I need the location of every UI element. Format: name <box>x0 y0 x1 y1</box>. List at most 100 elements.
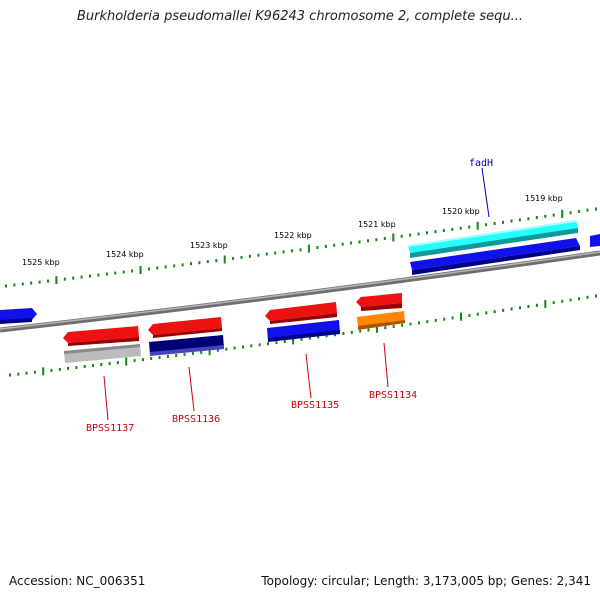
inner-ruler-tick <box>544 299 547 308</box>
inner-ruler-tick <box>595 294 597 298</box>
inner-ruler-tick <box>578 297 581 301</box>
outer-ruler-tick <box>586 208 589 212</box>
outer-ruler-tick <box>181 263 184 267</box>
inner-ruler-tick <box>359 329 362 333</box>
outer-ruler-tick <box>367 239 369 243</box>
ruler-label-1520: 1520 kbp <box>442 207 480 216</box>
inner-ruler-tick <box>267 342 269 346</box>
feature-BPSS1135-blue <box>267 320 340 342</box>
inner-ruler-tick <box>375 324 378 333</box>
inner-ruler-tick <box>175 354 178 357</box>
inner-ruler-tick <box>308 336 311 340</box>
outer-ruler-tick <box>248 254 251 258</box>
inner-ruler-tick <box>300 337 303 341</box>
inner-ruler-tick <box>200 350 203 354</box>
inner-ruler-tick <box>527 305 530 308</box>
inner-ruler-tick <box>133 359 136 363</box>
inner-ruler-tick <box>125 357 128 366</box>
inner-ruler-tick <box>586 295 589 299</box>
ruler-label-1524: 1524 kbp <box>106 250 144 259</box>
outer-ruler-tick <box>206 260 209 264</box>
inner-ruler-tick <box>67 366 70 370</box>
ruler-ticks-inner <box>9 294 597 377</box>
inner-ruler-tick <box>417 321 420 325</box>
inner-ruler-tick <box>502 308 505 312</box>
gene-label-fadH: fadH <box>469 158 493 169</box>
outer-ruler-tick <box>468 225 471 229</box>
inner-ruler-tick <box>183 352 186 356</box>
inner-ruler-tick <box>561 299 564 303</box>
inner-ruler-tick <box>233 346 236 350</box>
outer-ruler-tick <box>358 240 361 244</box>
outer-ruler-tick <box>459 226 462 230</box>
leader-BPSS1137 <box>103 375 109 421</box>
outer-ruler-tick <box>38 280 41 284</box>
outer-ruler-tick <box>72 276 75 280</box>
inner-ruler-tick <box>258 343 261 347</box>
inner-ruler-tick <box>225 347 228 351</box>
inner-ruler-tick <box>42 367 45 376</box>
outer-ruler-tick <box>409 233 412 237</box>
outer-ruler-tick <box>400 234 403 238</box>
inner-ruler-tick <box>216 348 219 352</box>
outer-ruler-tick <box>80 275 83 279</box>
outer-ruler-tick <box>114 271 117 275</box>
inner-ruler-tick <box>485 311 488 315</box>
inner-ruler-tick <box>493 310 496 314</box>
inner-ruler-tick <box>292 336 295 345</box>
outer-ruler-tick <box>190 262 192 266</box>
outer-ruler-tick <box>30 281 33 285</box>
outer-ruler-tick <box>324 244 327 248</box>
inner-ruler-tick <box>275 341 278 345</box>
outer-ruler-tick <box>265 252 268 256</box>
inner-ruler-tick <box>317 335 320 339</box>
inner-ruler-tick <box>401 323 404 327</box>
inner-ruler-tick <box>334 333 336 337</box>
inner-ruler-tick <box>468 314 471 317</box>
inner-ruler-tick <box>476 312 479 316</box>
inner-ruler-tick <box>392 325 395 328</box>
outer-ruler-tick <box>316 246 319 249</box>
genome-summary: Topology: circular; Length: 3,173,005 bp… <box>261 574 591 588</box>
inner-ruler-tick <box>92 364 94 368</box>
outer-ruler-tick <box>105 272 108 276</box>
inner-ruler-tick <box>83 365 86 368</box>
gene-label-BPSS1136: BPSS1136 <box>172 414 220 425</box>
outer-ruler-tick <box>341 242 344 246</box>
inner-ruler-tick <box>75 366 78 369</box>
inner-ruler-tick <box>150 357 153 361</box>
inner-ruler-tick <box>384 326 387 330</box>
inner-ruler-tick <box>33 370 36 374</box>
outer-ruler-tick <box>375 238 378 242</box>
outer-ruler-tick <box>282 250 285 254</box>
accession-text: Accession: NC_006351 <box>9 574 146 588</box>
inner-ruler-tick <box>569 298 572 302</box>
outer-ruler-tick <box>139 266 142 274</box>
outer-ruler-tick <box>451 227 454 231</box>
inner-ruler-tick <box>460 312 462 321</box>
inner-ruler-tick <box>58 367 61 371</box>
gene-label-BPSS1134: BPSS1134 <box>369 390 417 401</box>
outer-ruler-tick <box>527 217 530 221</box>
outer-ruler-tick <box>569 211 572 215</box>
genome-backbone <box>0 250 600 333</box>
inner-ruler-tick <box>409 322 412 326</box>
outer-ruler-tick <box>518 218 521 222</box>
inner-ruler-tick <box>242 345 244 349</box>
inner-ruler-tick <box>367 328 370 332</box>
outer-ruler-tick <box>383 237 386 241</box>
feature-BPSS1134-red <box>356 293 402 311</box>
inner-ruler-tick <box>443 317 446 321</box>
gene-label-BPSS1137: BPSS1137 <box>86 423 134 434</box>
inner-ruler-tick <box>100 363 103 367</box>
outer-ruler-tick <box>426 231 428 235</box>
feature-blue-edge <box>590 234 600 247</box>
outer-ruler-tick <box>493 222 496 225</box>
ruler-ticks-outer <box>5 207 597 288</box>
inner-ruler-tick <box>342 332 345 335</box>
ruler-label-1522: 1522 kbp <box>274 231 312 240</box>
outer-ruler-tick <box>21 282 24 286</box>
outer-ruler-tick <box>485 223 488 227</box>
inner-ruler-tick <box>552 301 555 305</box>
